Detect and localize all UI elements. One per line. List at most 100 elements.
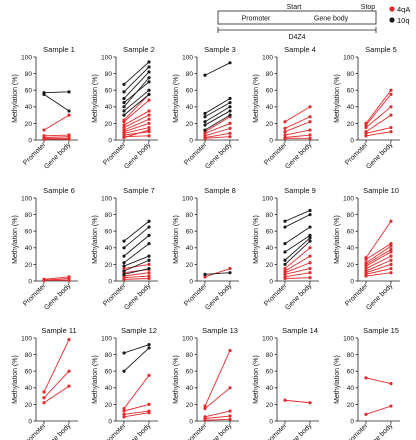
- sample-panels: Sample 1 Methylation (%) 0 20 40 60 80 100 Promo…: [12, 45, 400, 440]
- series-4qA: [283, 128, 312, 137]
- series-line: [123, 347, 150, 372]
- y-tick-label: 0: [108, 137, 112, 144]
- data-point: [308, 136, 312, 140]
- series-line: [123, 220, 150, 242]
- x-tick-label: Promoter: [102, 141, 128, 167]
- data-point: [203, 123, 207, 127]
- gene-body-region-label: Gene body: [314, 16, 349, 23]
- data-point: [228, 126, 232, 130]
- y-tick-label: 40: [266, 385, 274, 392]
- series-line: [284, 247, 311, 269]
- series-10q: [122, 258, 151, 273]
- data-point: [42, 128, 46, 132]
- series-4qA: [122, 109, 151, 127]
- series-line: [123, 226, 150, 249]
- y-tick-label: 60: [25, 369, 33, 376]
- series-line: [204, 350, 231, 407]
- y-tick-label: 80: [105, 352, 113, 359]
- data-point: [308, 266, 312, 271]
- y-axis-label: Methylation (%): [253, 355, 260, 404]
- sample-panel: Sample 6 Methylation (%) 0 20 40 60 80 100 Promo…: [12, 186, 78, 312]
- data-point: [364, 123, 368, 127]
- y-tick-label: 60: [347, 229, 355, 236]
- y-axis-label: Methylation (%): [92, 74, 99, 123]
- y-tick-label: 100: [101, 195, 112, 202]
- data-point: [147, 262, 151, 266]
- data-point: [122, 113, 126, 117]
- data-point: [147, 343, 151, 347]
- x-tick-label: Gene body: [123, 422, 153, 440]
- series-line: [123, 61, 150, 85]
- series-10q: [122, 70, 151, 101]
- series-line: [284, 237, 311, 261]
- data-point: [122, 120, 126, 124]
- x-tick-label: Promoter: [183, 422, 209, 440]
- series-line: [204, 116, 231, 133]
- series-line: [365, 89, 392, 124]
- data-point: [308, 271, 312, 275]
- series-10q: [283, 225, 312, 246]
- data-point: [283, 133, 287, 137]
- y-tick-label: 0: [350, 137, 354, 144]
- series-4qA: [364, 376, 393, 386]
- series-10q: [203, 101, 232, 119]
- data-point: [67, 338, 71, 342]
- data-point: [122, 239, 126, 243]
- data-point: [147, 98, 151, 102]
- series-4qA: [42, 137, 71, 141]
- y-tick-label: 100: [101, 335, 112, 342]
- y-tick-label: 100: [343, 195, 354, 202]
- series-line: [284, 268, 311, 275]
- series-10q: [283, 213, 312, 229]
- sample-panel: Sample 15 Methylation (%) 0 20 40 60 80 100 Prom…: [334, 326, 400, 440]
- data-point: [203, 418, 207, 422]
- series-line: [204, 122, 231, 134]
- data-point: [122, 135, 126, 140]
- y-tick-label: 0: [108, 418, 112, 425]
- series-10q: [122, 233, 151, 258]
- y-tick-label: 100: [262, 54, 273, 61]
- data-point: [122, 125, 126, 130]
- data-point: [203, 128, 207, 132]
- x-tick-label: Promoter: [22, 282, 48, 308]
- data-point: [364, 266, 368, 271]
- series-4qA: [203, 417, 232, 422]
- data-point: [283, 262, 287, 266]
- series-10q: [42, 92, 71, 113]
- x-tick-label: Promoter: [183, 282, 209, 308]
- data-point: [308, 105, 312, 109]
- series-line: [204, 387, 231, 409]
- series-4qA: [283, 254, 312, 273]
- series-line: [204, 110, 231, 126]
- y-tick-label: 20: [186, 121, 194, 128]
- sample-panel: Sample 13 Methylation (%) 0 20 40 60 80 100 Prom…: [173, 326, 239, 440]
- sample-panel: Sample 3 Methylation (%) 0 20 40 60 80 100 Promo…: [173, 45, 239, 171]
- data-point: [203, 73, 207, 77]
- data-point: [42, 278, 46, 282]
- series-4qA: [283, 105, 312, 124]
- data-point: [122, 90, 126, 94]
- data-point: [147, 80, 151, 84]
- series-4qA: [122, 411, 151, 419]
- series-line: [204, 268, 231, 278]
- series-line: [123, 122, 150, 133]
- data-point: [147, 219, 151, 223]
- series-line: [284, 210, 311, 222]
- y-tick-label: 80: [105, 71, 113, 78]
- y-tick-label: 20: [105, 262, 113, 269]
- series-10q: [122, 88, 151, 113]
- data-point: [122, 246, 126, 250]
- y-tick-label: 100: [21, 195, 32, 202]
- legend-10q-marker: [389, 17, 395, 23]
- y-tick-label: 0: [28, 137, 32, 144]
- data-point: [67, 369, 71, 373]
- panel-title: Sample 2: [123, 45, 155, 54]
- data-point: [147, 258, 151, 262]
- data-point: [228, 101, 232, 105]
- data-point: [122, 264, 126, 268]
- data-point: [147, 125, 151, 130]
- data-point: [389, 242, 393, 246]
- series-line: [284, 214, 311, 228]
- series-line: [43, 114, 70, 131]
- series-line: [43, 91, 70, 94]
